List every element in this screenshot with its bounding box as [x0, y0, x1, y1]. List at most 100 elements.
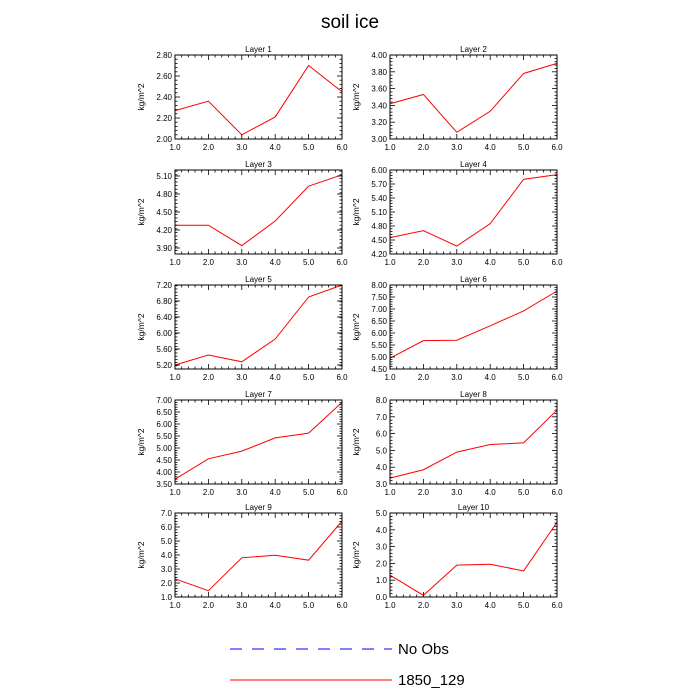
plot-frame [389, 399, 558, 485]
series-line-1850-129 [389, 409, 558, 479]
x-tick-label: 3.0 [236, 258, 248, 267]
x-tick-label: 2.0 [203, 143, 215, 152]
panel-9: Layer 9 kg/m^2 1.0 2.0 3.0 4.0 5.0 6.0 1.0 2.0 3.0… [136, 503, 348, 610]
panel-title: Layer 2 [460, 45, 487, 54]
x-tick-label: 1.0 [169, 601, 181, 610]
y-tick-label: 5.40 [371, 194, 387, 203]
y-tick-label: 5.00 [156, 444, 172, 453]
x-tick-label: 4.0 [485, 601, 497, 610]
panel-3: Layer 3 kg/m^2 1.0 2.0 3.0 4.0 5.0 6.0 3.90 4.20 4… [136, 160, 348, 267]
y-tick-label: 5.0 [376, 446, 388, 455]
legend: No Obs 1850_129 [230, 641, 465, 689]
y-axis-label: kg/m^2 [351, 428, 361, 455]
y-tick-label: 7.00 [371, 305, 387, 314]
y-axis-label: kg/m^2 [351, 198, 361, 225]
y-tick-label: 2.80 [156, 51, 172, 60]
x-tick-label: 3.0 [236, 488, 248, 497]
x-tick-label: 6.0 [336, 258, 348, 267]
panel-title: Layer 10 [458, 503, 490, 512]
series-line-1850-129 [174, 284, 343, 366]
y-axis-label: kg/m^2 [136, 313, 146, 340]
legend-label-2: 1850_129 [398, 672, 465, 689]
y-tick-label: 6.00 [371, 329, 387, 338]
y-tick-label: 5.10 [371, 208, 387, 217]
y-tick-label: 3.0 [376, 480, 388, 489]
y-tick-label: 4.50 [371, 236, 387, 245]
y-tick-label: 3.0 [161, 565, 173, 574]
y-tick-label: 4.20 [371, 250, 387, 259]
x-tick-label: 1.0 [384, 488, 396, 497]
y-tick-label: 5.10 [156, 172, 172, 181]
x-tick-label: 3.0 [451, 258, 463, 267]
y-tick-label: 6.0 [161, 523, 173, 532]
y-tick-label: 5.60 [156, 345, 172, 354]
series-line-1850-129 [389, 174, 558, 247]
y-tick-label: 3.40 [371, 101, 387, 110]
x-tick-label: 6.0 [551, 258, 563, 267]
panel-7: Layer 7 kg/m^2 1.0 2.0 3.0 4.0 5.0 6.0 3.50 4.00 4… [136, 390, 348, 497]
x-tick-label: 4.0 [270, 601, 282, 610]
y-tick-label: 3.60 [371, 85, 387, 94]
y-tick-label: 6.50 [371, 317, 387, 326]
panel-title: Layer 8 [460, 390, 487, 399]
y-axis-label: kg/m^2 [136, 198, 146, 225]
plot-frame [174, 512, 343, 598]
y-tick-label: 6.50 [156, 408, 172, 417]
y-tick-label: 4.00 [156, 468, 172, 477]
panel-2: Layer 2 kg/m^2 1.0 2.0 3.0 4.0 5.0 6.0 3.00 3.20 3… [351, 45, 563, 152]
panel-8: Layer 8 kg/m^2 1.0 2.0 3.0 4.0 5.0 6.0 3.0 4.0 5.0… [351, 390, 563, 497]
plot-frame [174, 169, 343, 255]
x-tick-label: 2.0 [418, 373, 430, 382]
series-line-1850-129 [389, 290, 558, 359]
x-tick-label: 4.0 [485, 373, 497, 382]
x-tick-label: 6.0 [551, 488, 563, 497]
y-axis-label: kg/m^2 [136, 428, 146, 455]
y-tick-label: 3.20 [371, 118, 387, 127]
x-tick-label: 1.0 [169, 488, 181, 497]
y-tick-label: 5.0 [161, 537, 173, 546]
x-tick-label: 2.0 [418, 143, 430, 152]
x-tick-label: 2.0 [203, 373, 215, 382]
x-tick-label: 2.0 [203, 601, 215, 610]
y-tick-label: 2.60 [156, 72, 172, 81]
x-tick-label: 2.0 [418, 258, 430, 267]
x-tick-label: 1.0 [384, 143, 396, 152]
y-tick-label: 6.00 [156, 329, 172, 338]
panel-1: Layer 1 kg/m^2 1.0 2.0 3.0 4.0 5.0 6.0 2.00 2.20 2… [136, 45, 348, 152]
y-tick-label: 7.20 [156, 281, 172, 290]
series-line-1850-129 [174, 402, 343, 480]
y-tick-label: 4.80 [371, 222, 387, 231]
x-tick-label: 1.0 [169, 258, 181, 267]
y-tick-label: 4.00 [371, 51, 387, 60]
plot-frame [389, 512, 558, 598]
y-tick-label: 3.00 [371, 135, 387, 144]
y-tick-label: 3.0 [376, 543, 388, 552]
y-tick-label: 4.50 [156, 208, 172, 217]
panel-title: Layer 9 [245, 503, 272, 512]
x-tick-label: 4.0 [485, 258, 497, 267]
panel-title: Layer 5 [245, 275, 272, 284]
y-tick-label: 3.80 [371, 68, 387, 77]
x-tick-label: 5.0 [303, 373, 315, 382]
x-tick-label: 5.0 [303, 488, 315, 497]
x-tick-label: 5.0 [303, 601, 315, 610]
y-tick-label: 2.00 [156, 135, 172, 144]
y-tick-label: 4.0 [376, 526, 388, 535]
x-tick-label: 1.0 [169, 373, 181, 382]
x-tick-label: 4.0 [270, 373, 282, 382]
x-tick-label: 6.0 [336, 143, 348, 152]
panel-5: Layer 5 kg/m^2 1.0 2.0 3.0 4.0 5.0 6.0 5.20 5.60 6… [136, 275, 348, 382]
x-tick-label: 1.0 [384, 601, 396, 610]
y-tick-label: 6.0 [376, 430, 388, 439]
y-axis-label: kg/m^2 [136, 83, 146, 110]
y-tick-label: 8.00 [371, 281, 387, 290]
y-tick-label: 6.40 [156, 313, 172, 322]
y-tick-label: 7.00 [156, 396, 172, 405]
x-tick-label: 1.0 [169, 143, 181, 152]
x-tick-label: 5.0 [303, 258, 315, 267]
series-line-1850-129 [175, 174, 343, 247]
series-line-1850-129 [389, 62, 558, 133]
y-tick-label: 4.20 [156, 226, 172, 235]
x-tick-label: 3.0 [236, 143, 248, 152]
panel-4: Layer 4 kg/m^2 1.0 2.0 3.0 4.0 5.0 6.0 4.20 4.50 4… [351, 160, 563, 267]
